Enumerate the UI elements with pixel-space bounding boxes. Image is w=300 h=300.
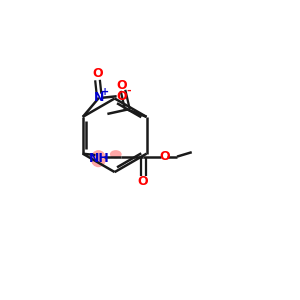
Text: O: O <box>159 150 170 163</box>
Text: O: O <box>92 67 103 80</box>
Text: O: O <box>116 79 127 92</box>
Text: -: - <box>126 86 131 96</box>
Ellipse shape <box>91 150 106 167</box>
Text: +: + <box>101 87 110 98</box>
Text: O: O <box>116 90 127 103</box>
Text: NH: NH <box>88 152 110 165</box>
Ellipse shape <box>110 150 122 158</box>
Text: O: O <box>138 175 148 188</box>
Text: N: N <box>94 91 104 104</box>
